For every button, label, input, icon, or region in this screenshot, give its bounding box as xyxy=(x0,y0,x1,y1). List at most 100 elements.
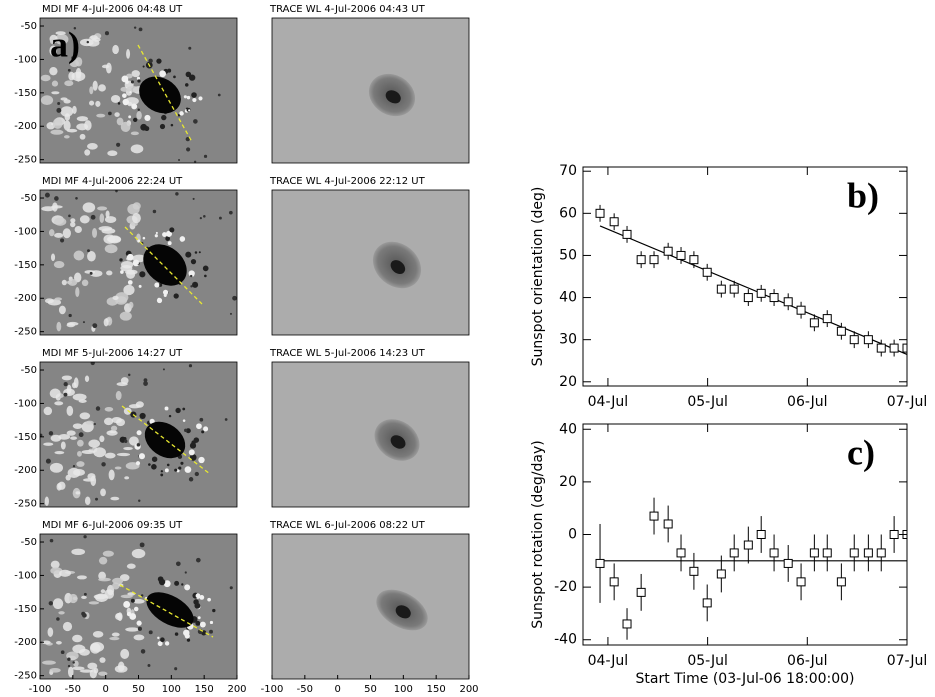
plage xyxy=(54,217,67,226)
plage xyxy=(81,595,87,599)
moat-feature xyxy=(178,466,182,470)
plage xyxy=(115,612,123,621)
speck xyxy=(82,613,87,618)
moat-feature xyxy=(186,95,191,100)
moat-feature xyxy=(180,461,184,465)
plage xyxy=(79,133,86,140)
plage xyxy=(52,118,63,129)
panel-title: TRACE WL 4-Jul-2006 04:43 UT xyxy=(269,4,426,15)
moat-feature xyxy=(142,65,145,68)
x-tick-label: 05-Jul xyxy=(687,394,728,410)
plage xyxy=(67,666,74,678)
image-panel xyxy=(272,190,469,335)
moat-feature xyxy=(119,258,123,262)
moat-feature xyxy=(167,241,172,246)
moat-feature xyxy=(174,580,180,586)
plage xyxy=(73,272,82,283)
marker xyxy=(849,335,859,345)
moat-feature xyxy=(185,83,189,87)
plage xyxy=(119,311,132,321)
plage xyxy=(43,406,53,416)
plage xyxy=(84,149,91,156)
moat-feature xyxy=(139,412,146,420)
y-tick-label: 20 xyxy=(559,474,577,490)
y-tick-label: -100 xyxy=(14,398,37,409)
speck xyxy=(193,119,198,124)
plage xyxy=(126,49,131,59)
plage xyxy=(131,70,140,78)
moat-feature xyxy=(138,284,142,288)
plage xyxy=(44,298,54,304)
panel-label: c) xyxy=(847,432,875,472)
speck xyxy=(137,108,140,111)
speck xyxy=(45,458,51,464)
moat-feature xyxy=(198,96,203,101)
plage xyxy=(76,575,87,580)
plage xyxy=(52,598,64,610)
plage xyxy=(131,548,146,559)
marker xyxy=(636,255,646,265)
moat-feature xyxy=(207,597,211,602)
speck xyxy=(124,439,128,443)
plage xyxy=(81,449,96,454)
plage xyxy=(110,94,121,103)
plage xyxy=(114,112,120,117)
speck xyxy=(143,378,148,383)
moat-feature xyxy=(127,280,133,285)
speck xyxy=(189,274,193,278)
moat-feature xyxy=(194,251,198,254)
plage xyxy=(48,229,55,237)
marker xyxy=(756,530,766,539)
x-tick-label: 06-Jul xyxy=(787,394,828,410)
marker xyxy=(702,267,712,277)
speck xyxy=(133,26,137,29)
marker xyxy=(609,577,619,587)
speck xyxy=(59,238,65,243)
speck xyxy=(186,147,191,152)
plage xyxy=(89,100,95,106)
speck xyxy=(68,214,71,218)
plage xyxy=(67,467,81,478)
speck xyxy=(40,433,43,437)
speck xyxy=(217,93,221,97)
plage xyxy=(92,630,104,638)
marker xyxy=(822,548,832,558)
panel-title: TRACE WL 4-Jul-2006 22:12 UT xyxy=(269,176,426,187)
moat-feature xyxy=(182,419,186,422)
speck xyxy=(89,271,93,275)
marker xyxy=(863,548,873,558)
moat-feature xyxy=(159,123,166,130)
moat-feature xyxy=(181,583,184,586)
panel-frame xyxy=(271,17,470,164)
plage xyxy=(101,227,116,234)
moat-feature xyxy=(159,70,166,78)
plage xyxy=(60,106,74,117)
moat-feature xyxy=(137,239,141,243)
plage xyxy=(111,632,120,637)
y-tick-label: -200 xyxy=(14,637,37,648)
marker xyxy=(609,217,619,227)
plage xyxy=(57,481,66,490)
plage xyxy=(98,577,111,582)
moat-feature xyxy=(195,620,201,626)
plage xyxy=(62,621,73,632)
y-tick-label: 50 xyxy=(559,247,577,263)
speck xyxy=(148,630,153,635)
speck xyxy=(130,80,135,84)
speck xyxy=(104,31,110,36)
marker xyxy=(743,293,753,303)
moat-feature xyxy=(203,426,209,432)
x-tick-label: 04-Jul xyxy=(588,653,629,669)
moat-feature xyxy=(190,258,197,265)
plage xyxy=(68,593,78,604)
plage xyxy=(92,227,98,238)
x-tick-label: -100 xyxy=(261,684,284,695)
speck xyxy=(143,381,148,386)
speck xyxy=(92,323,98,329)
plage xyxy=(136,111,142,120)
x-tick-label: 150 xyxy=(195,684,214,695)
plage xyxy=(76,123,89,131)
image-panel xyxy=(272,362,469,507)
plage xyxy=(133,634,145,641)
moat-feature xyxy=(138,453,145,460)
